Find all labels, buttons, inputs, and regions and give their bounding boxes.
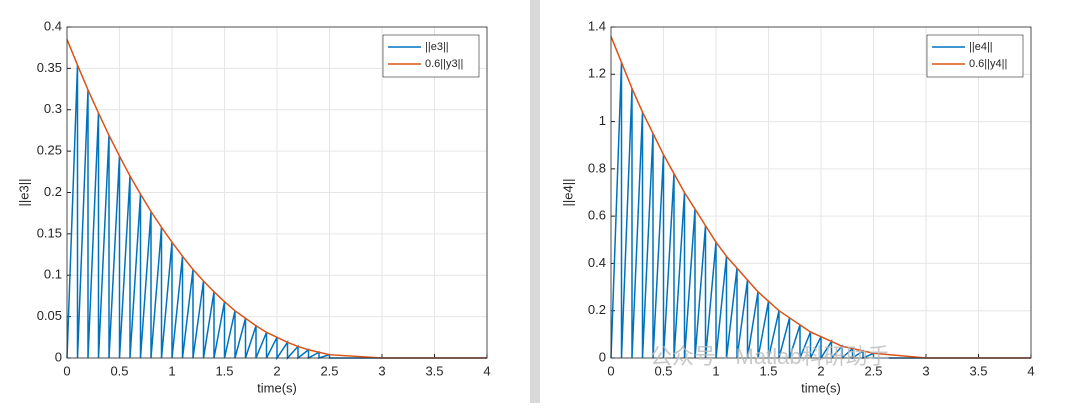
panel-divider [530,0,540,403]
x-tick-label: 0.5 [654,363,672,378]
y-tick-label: 1.4 [588,18,606,33]
y-tick-label: 0.2 [588,302,606,317]
y-tick-label: 0.8 [588,160,606,175]
y-tick-label: 0.3 [44,101,62,116]
line-series [610,62,1031,361]
axes-box [66,26,488,359]
y-tick-label: 0 [55,349,62,364]
x-tick-label: 3.5 [425,363,443,378]
axes-box [610,26,1032,359]
y-tick-label: 0.35 [37,60,62,75]
watermark: 公众号 · Matlab科研助手 [650,344,890,369]
line-series [610,36,1031,359]
x-tick-label: 0 [63,363,70,378]
x-tick-label: 4 [483,363,490,378]
x-tick-label: 1.5 [215,363,233,378]
x-tick-label: 0 [607,363,614,378]
line-series [66,39,487,359]
y-tick-label: 0.6 [588,208,606,223]
legend-label: ||e3|| [425,41,449,53]
x-tick-label: 0.5 [110,363,128,378]
y-axis-label: ||e4|| [560,179,575,207]
x-tick-label: 3.5 [969,363,987,378]
x-tick-label: 3 [922,363,929,378]
legend-box [926,34,1024,78]
legend-label: ||e4|| [969,41,993,53]
x-tick-label: 2 [273,363,280,378]
legend-label: 0.6||y3|| [425,58,463,70]
y-tick-label: 0.2 [44,184,62,199]
y-tick-label: 0 [599,349,606,364]
y-tick-label: 0.1 [44,267,62,282]
x-tick-label: 1 [168,363,175,378]
x-tick-label: 4 [1027,363,1034,378]
x-tick-label: 2.5 [320,363,338,378]
y-tick-label: 1 [599,113,606,128]
y-tick-label: 0.05 [37,308,62,323]
y-tick-label: 0.25 [37,143,62,158]
x-axis-label: time(s) [801,380,841,395]
y-tick-label: 0.15 [37,225,62,240]
x-tick-label: 3 [378,363,385,378]
legend-box [382,34,480,78]
line-series [66,65,487,361]
y-tick-label: 0.4 [588,255,606,270]
x-axis-label: time(s) [257,380,297,395]
x-tick-label: 2 [817,363,824,378]
y-tick-label: 0.4 [44,18,62,33]
x-tick-label: 1.5 [759,363,777,378]
legend-label: 0.6||y4|| [969,58,1007,70]
x-tick-label: 1 [712,363,719,378]
x-tick-label: 2.5 [864,363,882,378]
y-axis-label: ||e3|| [16,179,31,207]
y-tick-label: 1.2 [588,66,606,81]
